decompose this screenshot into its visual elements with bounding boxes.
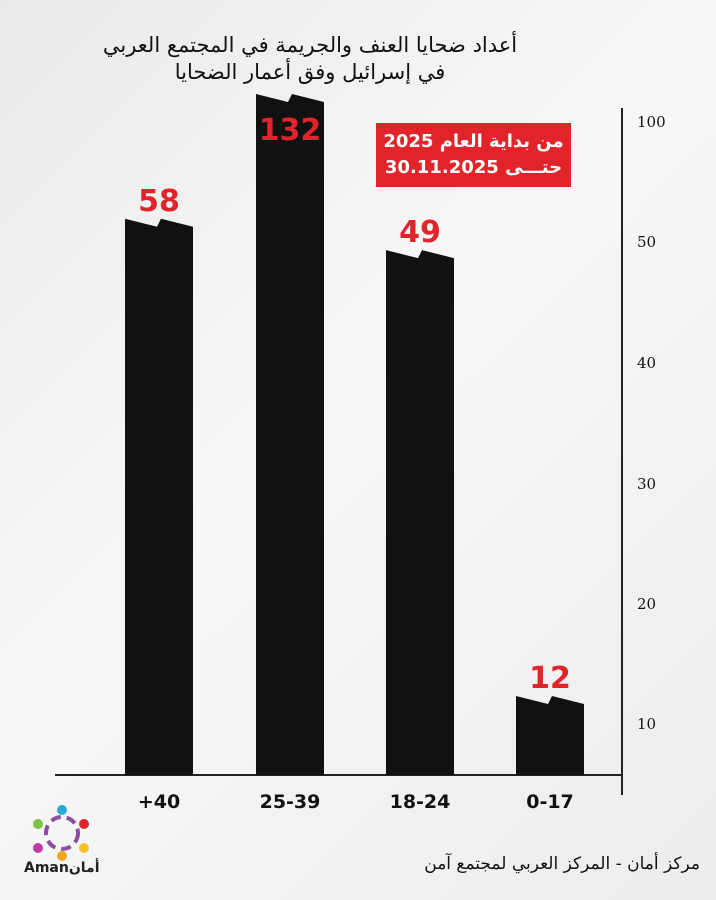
logo-text: Amanأمان xyxy=(24,860,100,876)
data-label: 58 xyxy=(138,184,180,219)
footer-credit: مركز أمان - المركز العربي لمجتمع آمن xyxy=(424,854,700,874)
badge-line-2: حتـــى 30.11.2025 xyxy=(384,157,563,178)
bar xyxy=(256,94,324,775)
bar xyxy=(125,218,193,776)
bar xyxy=(386,250,454,776)
title-line-2: في إسرائيل وفق أعمار الضحايا xyxy=(174,60,446,84)
date-range-badge: من بداية العام 2025 حتـــى 30.11.2025 xyxy=(376,123,571,187)
y-tick-label: 30 xyxy=(637,475,656,493)
badge-line-1: من بداية العام 2025 xyxy=(383,131,564,152)
x-tick-label: +40 xyxy=(138,791,180,813)
bar xyxy=(516,696,584,775)
x-tick-label: 18-24 xyxy=(390,791,451,813)
aman-logo xyxy=(33,805,89,861)
y-tick-label: 20 xyxy=(637,595,656,613)
data-label: 49 xyxy=(399,215,441,250)
data-label: 12 xyxy=(529,661,571,696)
y-tick-label: 40 xyxy=(637,354,656,372)
y-tick-label: 100 xyxy=(637,113,666,131)
chart-title: أعداد ضحايا العنف والجريمة في المجتمع ال… xyxy=(60,32,560,86)
x-tick-label: 25-39 xyxy=(260,791,321,813)
y-tick-label: 10 xyxy=(637,715,656,733)
title-line-1: أعداد ضحايا العنف والجريمة في المجتمع ال… xyxy=(102,33,518,57)
y-tick-label: 50 xyxy=(637,233,656,251)
data-label: 132 xyxy=(259,113,322,148)
x-tick-label: 0-17 xyxy=(526,791,574,813)
